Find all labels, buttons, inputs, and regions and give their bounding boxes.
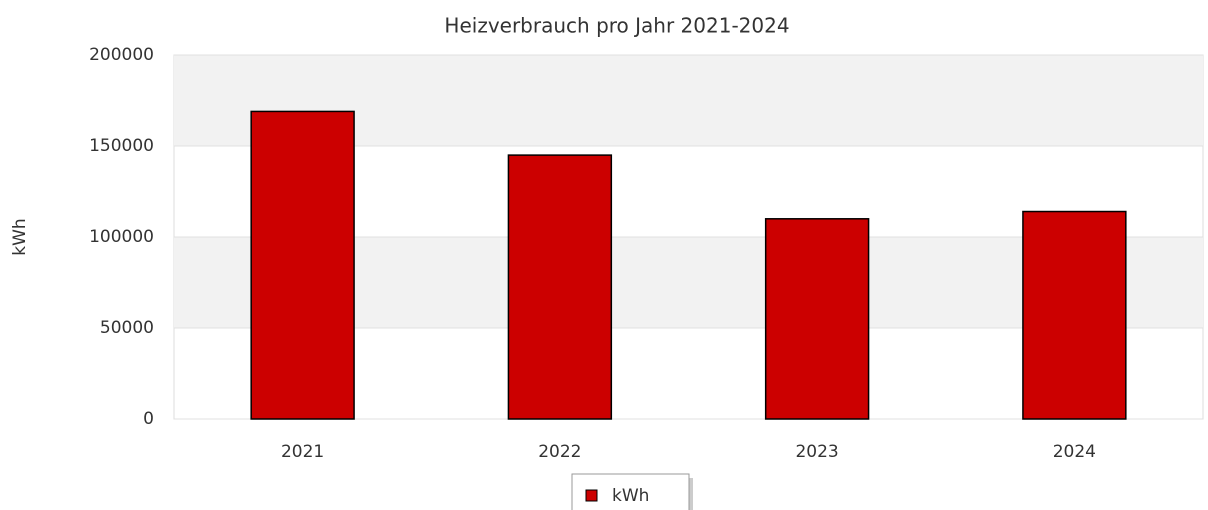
y-tick-label: 50000 [100, 318, 154, 338]
chart-title: Heizverbrauch pro Jahr 2021-2024 [444, 14, 789, 38]
bar [1022, 210, 1127, 420]
y-tick-label: 200000 [89, 45, 154, 65]
legend-label: kWh [612, 486, 649, 506]
bar [764, 218, 870, 420]
legend-swatch [585, 489, 598, 502]
bar [507, 154, 613, 420]
x-tick-label: 2023 [795, 442, 838, 462]
y-tick-label: 150000 [89, 136, 154, 156]
x-tick-label: 2022 [538, 442, 581, 462]
y-tick-label: 0 [143, 409, 154, 429]
x-tick-label: 2024 [1053, 442, 1096, 462]
bar [250, 110, 355, 420]
legend: kWh [571, 473, 693, 510]
y-axis-label: kWh [10, 218, 30, 255]
y-tick-label: 100000 [89, 227, 154, 247]
x-tick-label: 2021 [281, 442, 324, 462]
